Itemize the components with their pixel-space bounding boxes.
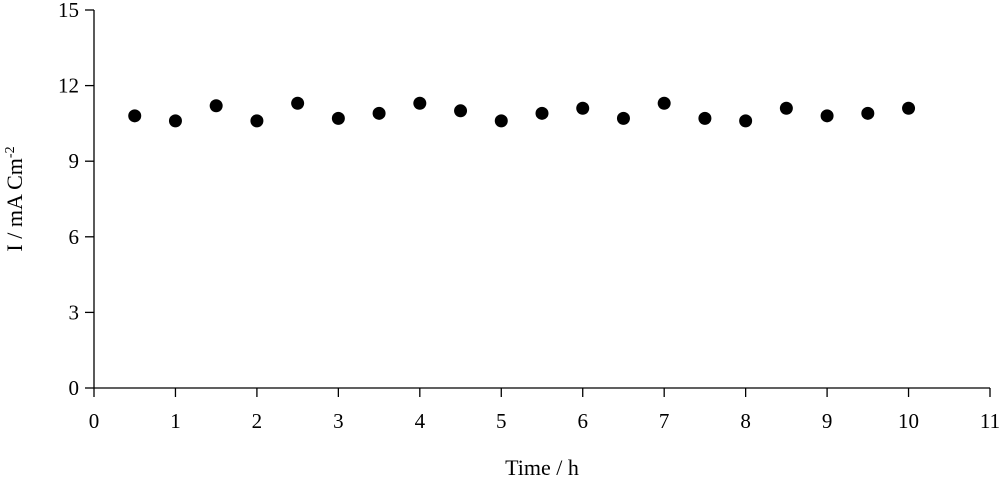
x-tick-label: 6 [577, 409, 588, 433]
y-tick-label: 9 [69, 149, 80, 173]
y-axis-ticks: 0 3 6 9 12 15 [58, 0, 94, 400]
data-point [168, 114, 182, 128]
data-point [739, 114, 753, 128]
x-tick-label: 10 [898, 409, 919, 433]
y-tick-label: 6 [69, 225, 80, 249]
x-tick-label: 2 [252, 409, 263, 433]
data-point [698, 111, 712, 125]
data-point [576, 101, 590, 115]
x-tick-label: 5 [496, 409, 507, 433]
data-point [902, 101, 916, 115]
y-tick-label: 15 [58, 0, 79, 22]
data-point [331, 111, 345, 125]
x-axis-title: Time / h [505, 455, 579, 480]
y-axis-title-superscript: -2 [3, 146, 18, 158]
data-point [820, 109, 834, 123]
data-point [535, 106, 549, 120]
x-tick-label: 3 [333, 409, 344, 433]
data-point [616, 111, 630, 125]
x-tick-label: 4 [415, 409, 426, 433]
x-tick-label: 7 [659, 409, 670, 433]
y-tick-label: 0 [69, 376, 80, 400]
data-point [413, 96, 427, 110]
plot-frame [93, 10, 990, 389]
data-point [779, 101, 793, 115]
x-tick-label: 11 [980, 409, 1000, 433]
y-axis-title-main: I / mA Cm [2, 158, 27, 252]
data-point [454, 104, 468, 118]
data-point [250, 114, 264, 128]
x-tick-label: 9 [822, 409, 833, 433]
data-point [128, 109, 142, 123]
data-point [372, 106, 386, 120]
data-point [291, 96, 305, 110]
y-axis-title: I / mA Cm-2 [2, 146, 27, 251]
data-point [861, 106, 875, 120]
y-tick-label: 12 [58, 74, 79, 98]
data-point [494, 114, 508, 128]
data-points [128, 96, 916, 128]
data-point [209, 99, 223, 113]
y-tick-label: 3 [69, 300, 80, 324]
x-tick-label: 1 [170, 409, 181, 433]
data-point [657, 96, 671, 110]
x-tick-label: 0 [89, 409, 100, 433]
x-tick-label: 8 [740, 409, 751, 433]
x-axis-ticks: 0 1 2 3 4 5 6 7 8 9 10 11 [89, 388, 1000, 433]
